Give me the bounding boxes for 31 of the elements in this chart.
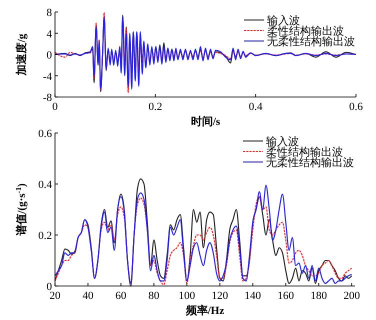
x-tick-label: 40 [82, 290, 94, 302]
y-tick-label: 8 [46, 7, 52, 19]
x-tick-label: 100 [178, 290, 196, 302]
x-tick-label: 20 [50, 290, 61, 302]
x-axis-title: 频率/Hz [184, 304, 224, 317]
x-tick-label: 0.4 [248, 101, 264, 113]
legend-label: 输入波 [266, 135, 299, 148]
x-axis-title: 时间/s [190, 115, 221, 128]
x-tick-label: 0.6 [349, 101, 364, 113]
y-axis-title: 加速度/g [15, 33, 28, 76]
x-tick-label: 0.2 [148, 101, 162, 113]
x-tick-label: 120 [212, 290, 229, 302]
y-tick-label: 0.2 [38, 230, 52, 242]
x-tick-label: 200 [343, 290, 360, 302]
x-tick-label: 160 [278, 290, 295, 302]
x-tick-label: 80 [148, 290, 160, 302]
y-tick-label: 0 [46, 50, 52, 62]
x-tick-label: 140 [244, 290, 262, 302]
y-tick-label: 0.6 [38, 128, 52, 140]
y-tick-label: 0.4 [38, 179, 52, 191]
y-tick-label: -8 [42, 92, 52, 104]
x-tick-label: 180 [310, 290, 328, 302]
legend-label: 输入波 [267, 14, 300, 27]
legend-label: 柔性结构输出波 [266, 146, 343, 158]
y-tick-label: -4 [42, 70, 52, 83]
y-tick-label: 4 [46, 28, 52, 40]
y-tick-label: 0 [46, 281, 52, 293]
legend-label: 无柔性结构输出波 [267, 35, 355, 48]
legend-label: 柔性结构输出波 [267, 24, 344, 38]
legend-label: 无柔性结构输出波 [266, 156, 354, 169]
x-tick-label: 60 [115, 290, 127, 302]
